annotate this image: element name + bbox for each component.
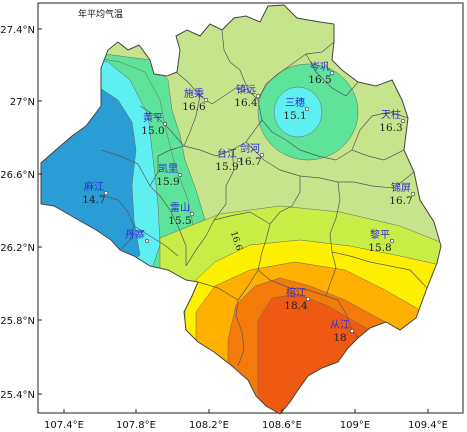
y-tick-label: 27.4°N (0, 25, 35, 36)
station-marker (410, 191, 416, 197)
y-tick-label: 27°N (10, 97, 35, 108)
station-name: 雷山 (170, 202, 190, 214)
station-marker (389, 238, 395, 244)
station-marker (103, 190, 109, 196)
x-tick-label: 107.8°E (116, 420, 156, 431)
station-value: 15.5 (168, 215, 191, 227)
station-value: 18.4 (284, 300, 308, 312)
x-tick-label: 109.4°E (408, 420, 448, 431)
station-value: 15.8 (368, 242, 391, 254)
zone-sansui-15 (273, 86, 323, 138)
station-marker (162, 121, 168, 127)
station-name: 镇远 (236, 83, 256, 96)
station-marker (236, 157, 242, 163)
station-value: 16.7 (389, 195, 412, 207)
station-marker (400, 118, 406, 124)
station: 丹寨 (125, 228, 150, 244)
station-marker (177, 172, 183, 178)
station-marker (189, 211, 195, 217)
station-value: 16.5 (308, 74, 331, 86)
station-name: 台江 (217, 147, 237, 160)
station-marker (255, 93, 261, 99)
station-name: 从江 (330, 319, 350, 331)
station-name: 黄平 (143, 111, 163, 124)
station-marker (329, 70, 335, 76)
station-value: 16.7 (238, 156, 261, 168)
y-tick-label: 25.8°N (0, 316, 35, 327)
station-name: 剑河 (240, 142, 260, 155)
x-tick-label: 108.6°E (262, 420, 302, 431)
station-name: 施秉 (184, 87, 204, 100)
station-name: 凯里 (158, 162, 178, 175)
station-name: 天柱 (381, 108, 401, 121)
station-value: 18 (333, 332, 346, 344)
station-marker (203, 97, 209, 103)
station-name: 黎平 (370, 228, 390, 241)
station-value: 15.0 (141, 125, 164, 137)
station-value: 15.9 (215, 161, 238, 173)
axes-frame (37, 2, 464, 414)
station-value: 14.7 (82, 194, 105, 206)
county-boundaries (100, 29, 428, 367)
station-value: 15.1 (283, 110, 306, 122)
station-marker (304, 106, 310, 112)
map-title: 年平均气温 (78, 8, 123, 20)
x-tick-label: 109°E (340, 420, 370, 431)
station-marker (259, 152, 265, 158)
station-name: 三穗 (285, 96, 305, 109)
station-name: 麻江 (84, 180, 104, 193)
station-value: 16.6 (182, 101, 206, 113)
x-tick-label: 108.2°E (189, 420, 229, 431)
y-tick-label: 26.6°N (0, 170, 35, 181)
station-marker (349, 328, 355, 334)
station-name: 岑巩 (310, 61, 330, 73)
station-value: 16.3 (379, 122, 402, 134)
y-tick-label: 25.4°N (0, 390, 35, 401)
station-value: 15.9 (156, 176, 179, 188)
station-marker (305, 296, 311, 302)
station-name: 榕江 (286, 286, 306, 299)
axis-ticks: 107.4°E 107.8°E 108.2°E 108.6°E 109°E 109.4°E… (0, 25, 448, 431)
station-name: 丹寨 (125, 228, 145, 241)
y-tick-label: 26.2°N (0, 243, 35, 254)
station-marker (144, 238, 150, 244)
station-value: 16.4 (234, 97, 258, 109)
station-name: 锦屏 (391, 181, 411, 194)
x-tick-label: 107.4°E (44, 420, 84, 431)
